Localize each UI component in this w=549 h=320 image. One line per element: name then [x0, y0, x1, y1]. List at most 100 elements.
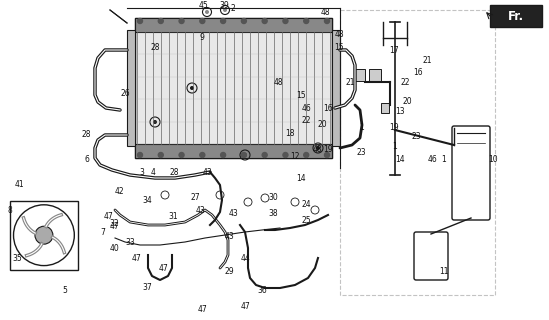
Text: 41: 41	[14, 180, 24, 189]
Text: 40: 40	[109, 244, 119, 253]
Circle shape	[316, 146, 320, 150]
Circle shape	[153, 120, 157, 124]
Text: 28: 28	[82, 130, 92, 139]
Text: 33: 33	[126, 238, 136, 247]
Text: 28: 28	[170, 168, 180, 177]
Text: 4: 4	[150, 168, 155, 177]
Text: 8: 8	[8, 206, 12, 215]
Text: 7: 7	[101, 228, 105, 237]
Circle shape	[179, 19, 184, 23]
Circle shape	[324, 153, 329, 157]
Text: 38: 38	[268, 209, 278, 218]
Circle shape	[242, 19, 247, 23]
Circle shape	[179, 153, 184, 157]
Text: 1: 1	[392, 142, 396, 151]
Text: 22: 22	[400, 78, 410, 87]
Text: 16: 16	[323, 104, 333, 113]
Text: 14: 14	[395, 155, 405, 164]
Text: 6: 6	[85, 155, 89, 164]
Text: 19: 19	[389, 123, 399, 132]
Bar	[369, 69, 381, 81]
Text: 42: 42	[115, 187, 125, 196]
Text: 1: 1	[441, 155, 446, 164]
Text: 19: 19	[323, 145, 333, 154]
Circle shape	[223, 8, 227, 12]
Text: 46: 46	[428, 155, 438, 164]
Bar	[9, 201, 79, 269]
Circle shape	[242, 153, 247, 157]
Text: 37: 37	[142, 283, 152, 292]
Text: 5: 5	[63, 286, 67, 295]
Text: 29: 29	[225, 267, 234, 276]
Circle shape	[283, 19, 288, 23]
Circle shape	[324, 19, 329, 23]
Text: 27: 27	[190, 193, 200, 202]
Text: 17: 17	[389, 46, 399, 55]
Text: 43: 43	[225, 232, 234, 241]
Bar	[381, 103, 389, 113]
Bar	[340, 10, 495, 295]
Bar	[135, 18, 332, 158]
Circle shape	[200, 19, 205, 23]
Text: 43: 43	[203, 168, 212, 177]
Circle shape	[137, 19, 143, 23]
Text: 15: 15	[296, 91, 306, 100]
Text: 46: 46	[301, 104, 311, 113]
Text: 28: 28	[150, 43, 160, 52]
Text: 14: 14	[296, 174, 306, 183]
Text: 31: 31	[168, 212, 178, 221]
Text: 48: 48	[334, 30, 344, 39]
Circle shape	[304, 19, 309, 23]
Circle shape	[221, 153, 226, 157]
Bar	[355, 69, 365, 81]
Text: 20: 20	[402, 97, 412, 106]
Text: 48: 48	[320, 8, 330, 17]
Text: 23: 23	[411, 132, 421, 141]
Text: 21: 21	[345, 78, 355, 87]
Text: 32: 32	[109, 219, 119, 228]
Circle shape	[205, 10, 209, 14]
Text: 47: 47	[197, 305, 207, 314]
Circle shape	[35, 226, 53, 244]
Circle shape	[243, 153, 247, 157]
Text: 20: 20	[318, 120, 328, 129]
Circle shape	[190, 86, 194, 90]
Text: 22: 22	[301, 116, 311, 125]
Bar	[127, 30, 135, 146]
Circle shape	[262, 153, 267, 157]
Circle shape	[283, 153, 288, 157]
Bar	[135, 18, 332, 32]
Circle shape	[158, 153, 163, 157]
Text: 48: 48	[312, 145, 322, 154]
Text: 16: 16	[413, 68, 423, 77]
Circle shape	[137, 153, 143, 157]
Text: 43: 43	[228, 209, 238, 218]
Text: 43: 43	[195, 206, 205, 215]
Bar	[332, 30, 340, 146]
Text: 15: 15	[334, 43, 344, 52]
Text: 2: 2	[231, 4, 236, 13]
Circle shape	[304, 153, 309, 157]
Text: 48: 48	[274, 78, 284, 87]
Circle shape	[158, 19, 163, 23]
Text: 9: 9	[200, 33, 204, 42]
Text: 11: 11	[439, 267, 449, 276]
Text: 18: 18	[285, 129, 295, 138]
Text: 35: 35	[13, 254, 23, 263]
Text: 24: 24	[301, 200, 311, 209]
Text: 47: 47	[241, 302, 251, 311]
Text: Fr.: Fr.	[508, 10, 524, 22]
Text: 26: 26	[120, 89, 130, 98]
Text: 47: 47	[131, 254, 141, 263]
Text: 12: 12	[290, 152, 300, 161]
Text: 13: 13	[395, 107, 405, 116]
Text: 25: 25	[301, 216, 311, 225]
Text: 3: 3	[139, 168, 144, 177]
Text: 1: 1	[359, 123, 363, 132]
Circle shape	[221, 19, 226, 23]
Text: 30: 30	[268, 193, 278, 202]
Circle shape	[262, 19, 267, 23]
Text: 47: 47	[104, 212, 114, 221]
Text: 21: 21	[422, 56, 432, 65]
Text: 47: 47	[159, 264, 169, 273]
